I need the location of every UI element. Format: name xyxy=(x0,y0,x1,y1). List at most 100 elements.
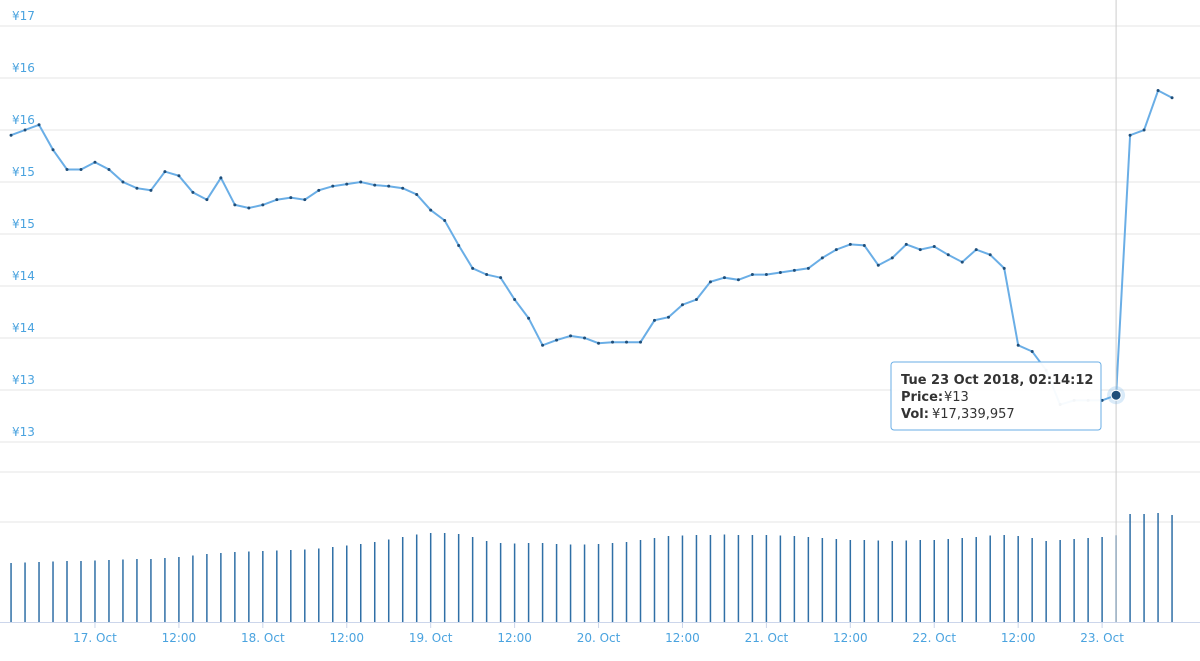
x-tick-label: 17. Oct xyxy=(73,631,117,645)
price-marker xyxy=(107,168,111,172)
price-marker xyxy=(261,203,265,207)
price-marker xyxy=(764,273,768,277)
price-marker xyxy=(289,196,293,200)
price-marker xyxy=(275,198,279,202)
volume-bar xyxy=(863,540,866,622)
price-marker xyxy=(485,273,489,277)
volume-bar xyxy=(765,535,768,622)
volume-bar xyxy=(513,543,516,622)
price-marker xyxy=(429,208,433,212)
price-marker xyxy=(443,218,447,222)
price-marker xyxy=(680,303,684,307)
price-marker xyxy=(513,298,517,302)
volume-bar xyxy=(485,541,488,622)
price-marker xyxy=(569,334,573,338)
price-marker xyxy=(806,266,810,270)
volume-bar xyxy=(751,535,754,622)
volume-bar xyxy=(457,534,460,622)
volume-bar xyxy=(835,539,838,622)
price-marker xyxy=(904,242,908,246)
volume-bar xyxy=(933,540,935,622)
volume-bar xyxy=(1171,515,1173,622)
price-marker xyxy=(205,198,209,202)
volume-bar xyxy=(471,537,474,622)
price-marker xyxy=(65,168,69,172)
volume-bar xyxy=(1101,537,1103,622)
volume-bar xyxy=(387,539,390,622)
price-marker xyxy=(415,192,419,196)
price-marker xyxy=(666,315,670,319)
price-marker xyxy=(37,123,41,127)
volume-bar xyxy=(415,534,418,622)
volume-bar xyxy=(611,543,614,622)
x-tick-label: 20. Oct xyxy=(577,631,621,645)
price-marker xyxy=(317,188,321,192)
tooltip-box xyxy=(890,361,1102,431)
volume-bar xyxy=(443,533,446,622)
x-tick-label: 12:00 xyxy=(833,631,868,645)
y-tick-label: ¥13 xyxy=(12,425,35,439)
tooltip-vol-label: Vol: xyxy=(901,407,929,422)
y-tick-label: ¥15 xyxy=(12,217,35,231)
x-tick-label: 23. Oct xyxy=(1080,631,1124,645)
volume-bar xyxy=(947,539,949,622)
price-marker xyxy=(233,203,237,207)
tooltip-title: Tue 23 Oct 2018, 02:14:12 xyxy=(901,373,1093,388)
volume-bar xyxy=(625,542,628,622)
volume-bar xyxy=(401,537,404,622)
price-marker xyxy=(121,180,125,184)
grid: ¥13 ¥13 ¥14 ¥14 ¥15 ¥15 ¥16 ¥16 ¥17 xyxy=(0,9,1200,523)
volume-bar xyxy=(178,557,180,622)
volume-bar xyxy=(38,562,40,622)
volume-bar xyxy=(905,540,908,622)
price-marker xyxy=(555,338,559,342)
price-marker xyxy=(820,256,824,260)
price-marker xyxy=(736,278,740,282)
volume-bar xyxy=(541,543,544,622)
volume-bar xyxy=(597,544,600,622)
volume-bar xyxy=(737,535,740,622)
price-marker xyxy=(918,248,922,252)
price-marker xyxy=(541,343,545,347)
volume-bar xyxy=(108,560,110,622)
price-marker xyxy=(373,183,377,187)
tooltip-price-label: Price: xyxy=(901,390,943,405)
price-marker xyxy=(960,260,964,264)
volume-bar xyxy=(583,544,586,622)
x-tick-label: 12:00 xyxy=(665,631,700,645)
volume-bar xyxy=(304,549,306,622)
volume-bar xyxy=(653,538,656,622)
x-tick-label: 18. Oct xyxy=(241,631,285,645)
volume-panel xyxy=(10,513,1173,622)
volume-bar xyxy=(891,541,894,622)
y-tick-label: ¥15 xyxy=(12,165,35,179)
price-marker xyxy=(639,340,643,344)
tooltip: Tue 23 Oct 2018, 02:14:12 Price: ¥13 Vol… xyxy=(890,361,1102,431)
price-marker xyxy=(387,184,391,188)
volume-bar xyxy=(1143,514,1145,622)
volume-bar xyxy=(961,538,963,622)
volume-bar xyxy=(877,540,880,622)
volume-bar xyxy=(276,550,278,622)
price-marker xyxy=(862,243,866,247)
price-marker xyxy=(792,268,796,272)
volume-bar xyxy=(695,535,698,622)
volume-bar xyxy=(66,561,68,622)
y-tick-label: ¥16 xyxy=(12,113,35,127)
volume-bar xyxy=(639,540,642,622)
volume-bar xyxy=(821,538,824,622)
price-marker xyxy=(932,244,936,248)
tooltip-price: ¥13 xyxy=(944,390,969,405)
price-marker xyxy=(1142,128,1146,132)
price-marker xyxy=(974,248,978,252)
volume-bar xyxy=(220,553,222,622)
volume-bar xyxy=(80,561,82,622)
x-tick-label: 12:00 xyxy=(1001,631,1036,645)
volume-bar xyxy=(1073,539,1075,622)
price-marker xyxy=(1016,343,1020,347)
volume-bar xyxy=(709,535,712,622)
volume-bar xyxy=(1031,538,1033,622)
price-marker xyxy=(51,148,55,152)
price-marker xyxy=(135,186,139,190)
